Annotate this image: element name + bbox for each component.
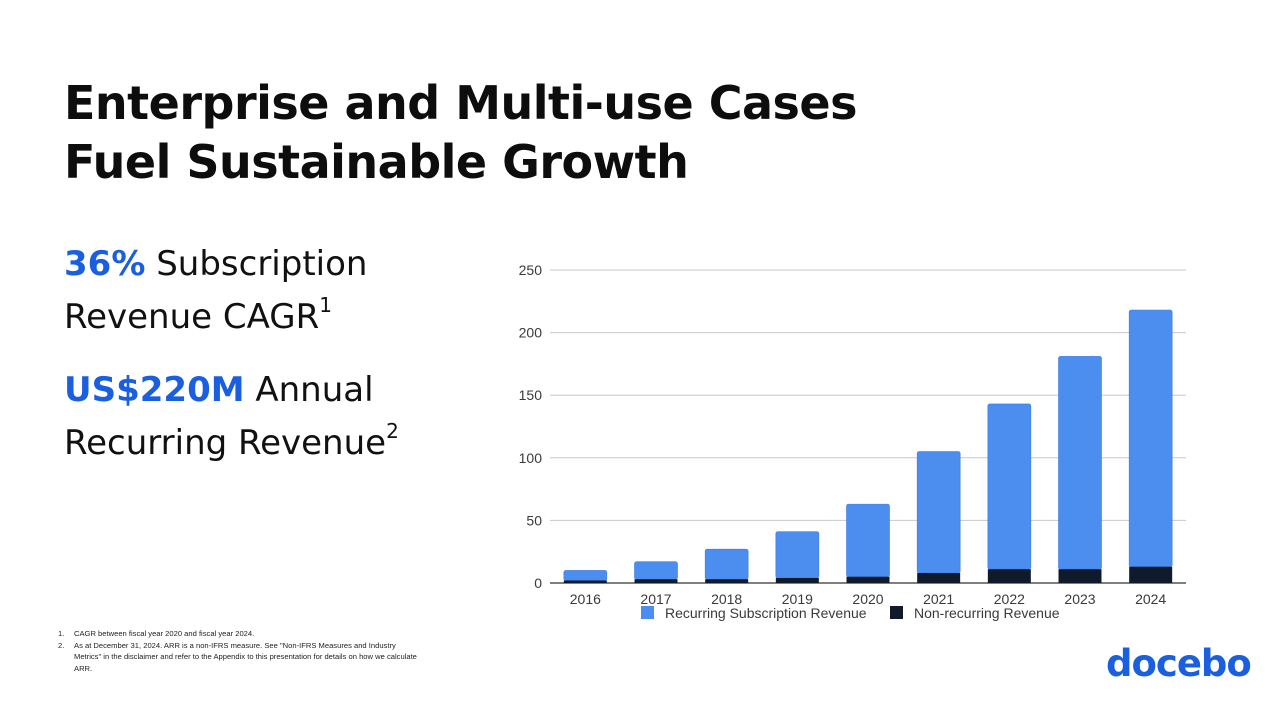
x-tick-label: 2016 — [570, 591, 601, 607]
stat-text: Recurring Revenue — [64, 423, 387, 463]
bar-recurring-subscription-revenue — [775, 531, 820, 579]
x-tick-label: 2017 — [640, 591, 671, 607]
bar-non-recurring-revenue — [705, 579, 749, 583]
footnotes: 1. CAGR between fiscal year 2020 and fis… — [58, 628, 418, 674]
legend-label-non-recurring: Non-recurring Revenue — [914, 605, 1060, 621]
footnote-marker: 2 — [386, 418, 399, 443]
stat-text: Subscription — [156, 244, 368, 284]
docebo-logo: docebo — [1106, 642, 1252, 685]
x-tick-label: 2018 — [711, 591, 742, 607]
footnote-text: CAGR between fiscal year 2020 and fiscal… — [74, 629, 255, 638]
x-tick-label: 2020 — [852, 591, 883, 607]
stat-highlight: US$220M — [64, 370, 245, 410]
stat-annual-recurring-revenue: US$220M Annual Recurring Revenue2 — [64, 364, 464, 470]
bar-recurring-subscription-revenue — [846, 503, 890, 578]
bar-non-recurring-revenue — [634, 579, 678, 583]
x-tick-label: 2022 — [994, 591, 1025, 607]
bar-recurring-subscription-revenue — [916, 451, 961, 574]
x-tick-label: 2019 — [782, 591, 813, 607]
slide-title-line-2: Fuel Sustainable Growth — [64, 135, 689, 189]
x-tick-label: 2023 — [1064, 591, 1095, 607]
legend-swatch-recurring — [641, 606, 654, 619]
bar-recurring-subscription-revenue — [987, 403, 1032, 570]
y-tick-label: 0 — [534, 575, 542, 591]
y-tick-label: 150 — [519, 387, 543, 403]
x-tick-label: 2024 — [1135, 591, 1166, 607]
footnote-number: 1. — [58, 629, 65, 638]
y-tick-label: 50 — [526, 512, 542, 528]
footnote-1: 1. CAGR between fiscal year 2020 and fis… — [58, 628, 418, 640]
bar-recurring-subscription-revenue — [1058, 356, 1102, 570]
legend-label-recurring: Recurring Subscription Revenue — [665, 605, 867, 621]
footnote-marker: 1 — [319, 292, 332, 317]
slide-title-line-1: Enterprise and Multi-use Cases — [64, 76, 858, 130]
bar-non-recurring-revenue — [987, 569, 1031, 583]
footnote-text: As at December 31, 2024. ARR is a non-IF… — [74, 640, 417, 673]
stat-text: Annual — [255, 370, 374, 410]
stat-text: Revenue CAGR — [64, 297, 320, 337]
bar-non-recurring-revenue — [917, 572, 961, 583]
bar-non-recurring-revenue — [1129, 566, 1173, 583]
bar-non-recurring-revenue — [563, 580, 607, 583]
bar-recurring-subscription-revenue — [634, 561, 678, 580]
footnote-number: 2. — [58, 640, 65, 650]
y-tick-label: 100 — [519, 450, 543, 466]
stat-subscription-cagr: 36% Subscription Revenue CAGR1 — [64, 238, 464, 344]
bar-non-recurring-revenue — [1058, 569, 1102, 583]
y-tick-label: 200 — [519, 325, 543, 341]
x-tick-label: 2021 — [923, 591, 954, 607]
stat-line-1: 36% Subscription — [64, 238, 464, 291]
footnote-2: 2. As at December 31, 2024. ARR is a non… — [58, 640, 418, 675]
y-tick-label: 250 — [519, 262, 543, 278]
slide-title: Enterprise and Multi-use Cases Fuel Sust… — [64, 74, 964, 192]
bar-non-recurring-revenue — [775, 577, 819, 583]
stat-highlight: 36% — [64, 244, 146, 284]
stat-line-2: Recurring Revenue2 — [64, 417, 464, 470]
bar-recurring-subscription-revenue — [563, 570, 608, 581]
bar-non-recurring-revenue — [846, 576, 890, 583]
stat-line-1: US$220M Annual — [64, 364, 464, 417]
legend-swatch-non-recurring — [890, 606, 903, 619]
bar-recurring-subscription-revenue — [1128, 309, 1173, 568]
stat-line-2: Revenue CAGR1 — [64, 291, 464, 344]
bar-recurring-subscription-revenue — [704, 548, 749, 580]
